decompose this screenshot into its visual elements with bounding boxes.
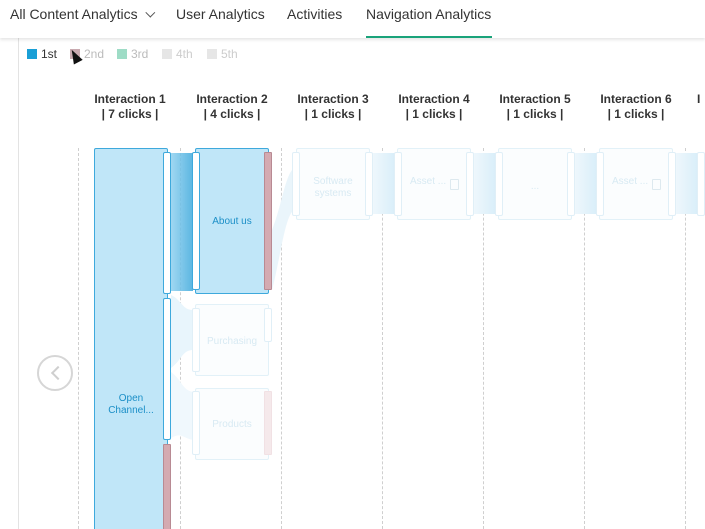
node-asset[interactable]: Asset ... (397, 148, 471, 220)
node-handle[interactable] (567, 152, 575, 216)
column-divider (584, 148, 585, 529)
chevron-down-icon (145, 7, 155, 18)
flow-link (171, 295, 193, 368)
flow-link (676, 153, 698, 214)
tab-navigation-analytics[interactable]: Navigation Analytics (366, 0, 493, 38)
legend-item-3rd[interactable]: 3rd (117, 46, 148, 62)
node-open-channel[interactable]: Open Channel... (94, 148, 168, 529)
node-handle[interactable] (163, 152, 171, 294)
legend-item-2nd[interactable]: 2nd (70, 46, 104, 62)
node-handle[interactable] (264, 308, 272, 342)
column-header-interaction-3: Interaction 3 | 1 clicks | (297, 92, 369, 121)
legend-label: 4th (176, 47, 193, 61)
legend-swatch (162, 49, 172, 59)
legend-swatch (117, 49, 127, 59)
column-divider (685, 148, 686, 529)
legend-label: 3rd (131, 47, 149, 61)
column-divider (483, 148, 484, 529)
exit-bar (264, 391, 272, 455)
legend-item-4th[interactable]: 4th (162, 46, 193, 62)
column-header-interaction-1: Interaction 1 | 7 clicks | (94, 92, 166, 121)
legend-label: 1st (41, 47, 58, 61)
column-header-interaction-7: I (697, 92, 701, 106)
node-handle[interactable] (596, 152, 604, 216)
node-handle[interactable] (192, 391, 200, 455)
legend-swatch (27, 49, 37, 59)
flow-link (171, 372, 193, 440)
chevron-left-icon (50, 365, 66, 381)
node-handle[interactable] (466, 152, 474, 216)
scroll-left-button[interactable] (37, 355, 73, 391)
node-purchasing[interactable]: Purchasing (195, 304, 269, 376)
node-handle[interactable] (192, 152, 200, 290)
node-handle[interactable] (192, 308, 200, 372)
flow-link (474, 153, 496, 214)
legend-label: 5th (221, 47, 238, 61)
node-ellipsis[interactable]: ... (498, 148, 572, 220)
node-handle[interactable] (495, 152, 503, 216)
document-icon (652, 179, 661, 190)
legend-item-5th[interactable]: 5th (207, 46, 238, 62)
node-handle[interactable] (394, 152, 402, 216)
tab-label: Activities (287, 6, 343, 22)
column-divider (78, 148, 79, 529)
tab-all-content-analytics[interactable]: All Content Analytics (10, 0, 155, 38)
legend-item-1st[interactable]: 1st (27, 46, 57, 62)
flow-link (575, 153, 597, 214)
legend-swatch (207, 49, 217, 59)
node-handle[interactable] (163, 298, 171, 440)
node-handle[interactable] (292, 152, 300, 216)
tab-label: Navigation Analytics (366, 6, 492, 22)
tab-user-analytics[interactable]: User Analytics (176, 0, 265, 38)
tab-bar: All Content Analytics User Analytics Act… (0, 0, 705, 38)
node-handle[interactable] (668, 152, 676, 216)
document-icon (450, 179, 459, 190)
column-header-interaction-6: Interaction 6 | 1 clicks | (600, 92, 672, 121)
tab-label: User Analytics (176, 6, 265, 22)
tab-activities[interactable]: Activities (287, 0, 342, 38)
exit-bar (163, 444, 171, 529)
exit-bar (264, 152, 272, 290)
column-divider (281, 148, 282, 529)
node-software-systems[interactable]: Software systems (296, 148, 370, 220)
column-header-interaction-5: Interaction 5 | 1 clicks | (499, 92, 571, 121)
panel-border (18, 38, 19, 529)
column-header-interaction-2: Interaction 2 | 4 clicks | (196, 92, 268, 121)
node-products[interactable]: Products (195, 388, 269, 460)
node-handle[interactable] (697, 152, 705, 216)
node-handle[interactable] (365, 152, 373, 216)
flow-link (272, 168, 294, 290)
column-divider (382, 148, 383, 529)
flow-link (171, 153, 193, 291)
legend-label: 2nd (84, 47, 105, 61)
node-about-us[interactable]: About us (195, 148, 269, 294)
legend-swatch (70, 49, 80, 59)
tab-label: All Content Analytics (10, 6, 138, 22)
node-asset[interactable]: Asset ... (599, 148, 673, 220)
flow-link (373, 153, 395, 214)
column-header-interaction-4: Interaction 4 | 1 clicks | (398, 92, 470, 121)
